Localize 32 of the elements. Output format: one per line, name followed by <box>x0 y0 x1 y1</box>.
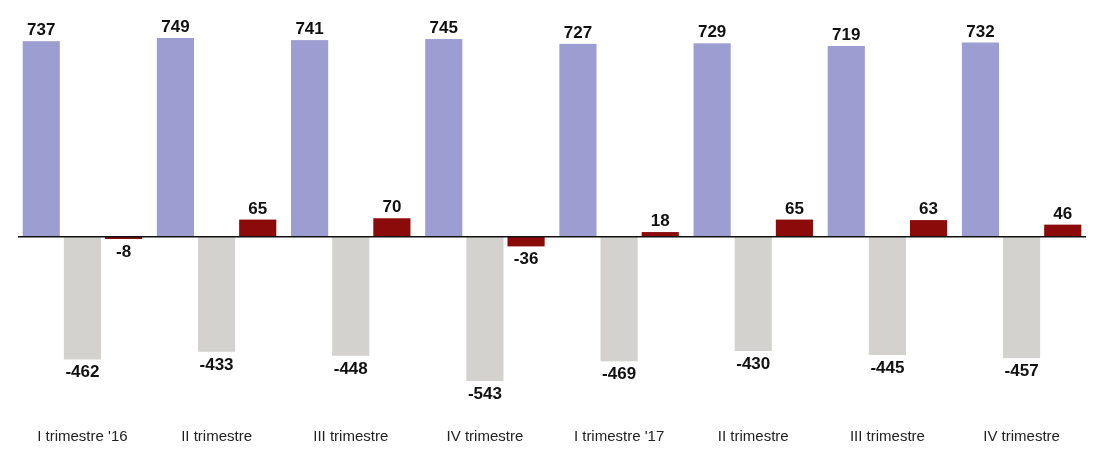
data-label: -462 <box>65 362 100 382</box>
data-label: -8 <box>115 241 132 261</box>
data-label: -543 <box>467 384 502 403</box>
x-tick-label: I trimestre '17 <box>573 427 665 444</box>
x-tick-label: I trimestre '16 <box>37 427 128 444</box>
x-tick-label: IV trimestre <box>446 427 524 444</box>
data-label: 65 <box>248 198 268 218</box>
data-label: 737 <box>27 20 56 40</box>
data-label: 63 <box>919 199 939 219</box>
data-label: -457 <box>1004 361 1039 381</box>
data-label: 65 <box>784 198 804 218</box>
data-label: -36 <box>513 249 539 269</box>
data-label: 18 <box>650 211 670 231</box>
data-label: 741 <box>295 19 324 39</box>
data-label: 719 <box>832 24 861 44</box>
data-label: 729 <box>697 22 727 42</box>
x-tick-label: II trimestre <box>717 427 789 444</box>
data-label: 70 <box>382 197 402 217</box>
data-label: -445 <box>870 357 905 377</box>
data-label: -448 <box>333 358 368 378</box>
data-label: 727 <box>563 22 593 42</box>
data-label: 46 <box>1053 203 1073 223</box>
data-label: 732 <box>966 21 995 41</box>
x-tick-label: III trimestre <box>313 427 389 444</box>
x-tick-label: II trimestre <box>181 427 252 444</box>
data-label: -433 <box>199 354 234 374</box>
x-tick-label: III trimestre <box>849 427 925 444</box>
data-label: -430 <box>736 354 771 373</box>
data-label: 745 <box>429 18 458 38</box>
x-tick-label: IV trimestre <box>983 427 1060 444</box>
data-label: 749 <box>161 17 190 36</box>
data-label: -469 <box>602 364 637 384</box>
